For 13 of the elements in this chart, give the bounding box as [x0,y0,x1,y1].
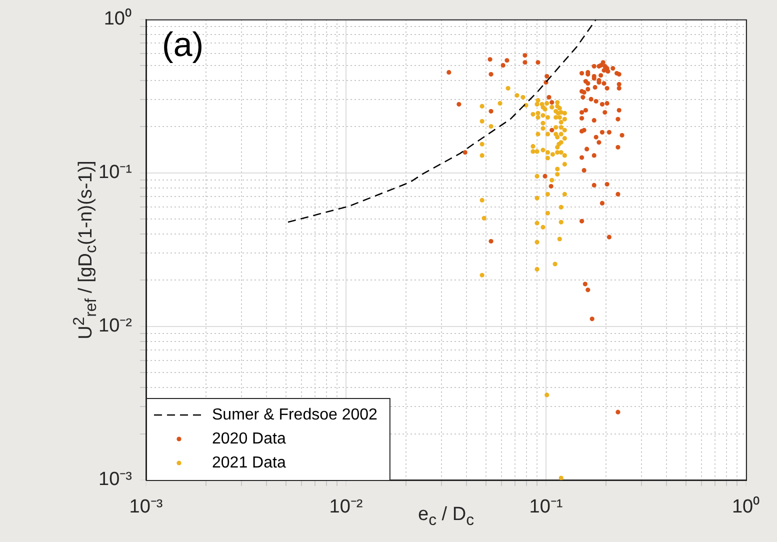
annotation: (a) [162,26,204,64]
x-tick-label: 10⁻² [329,496,363,518]
y-tick-label: 10⁻² [98,316,132,337]
x-tick-label: 10⁻¹ [529,496,563,518]
legend-label: 2021 Data [212,454,286,472]
y-tick-label: 10⁰ [104,8,132,30]
legend-label: Sumer & Fredsoe 2002 [212,406,378,424]
y-tick-label: 10⁻³ [98,469,132,490]
legend-label: 2020 Data [212,430,286,448]
x-axis-title: e$_{c}$ / D$_{c}$ [418,504,474,529]
x-tick-label: 10⁰ [732,496,760,518]
y-tick-label: 10⁻¹ [98,162,132,184]
x-tick-label: 10⁻³ [129,496,163,518]
